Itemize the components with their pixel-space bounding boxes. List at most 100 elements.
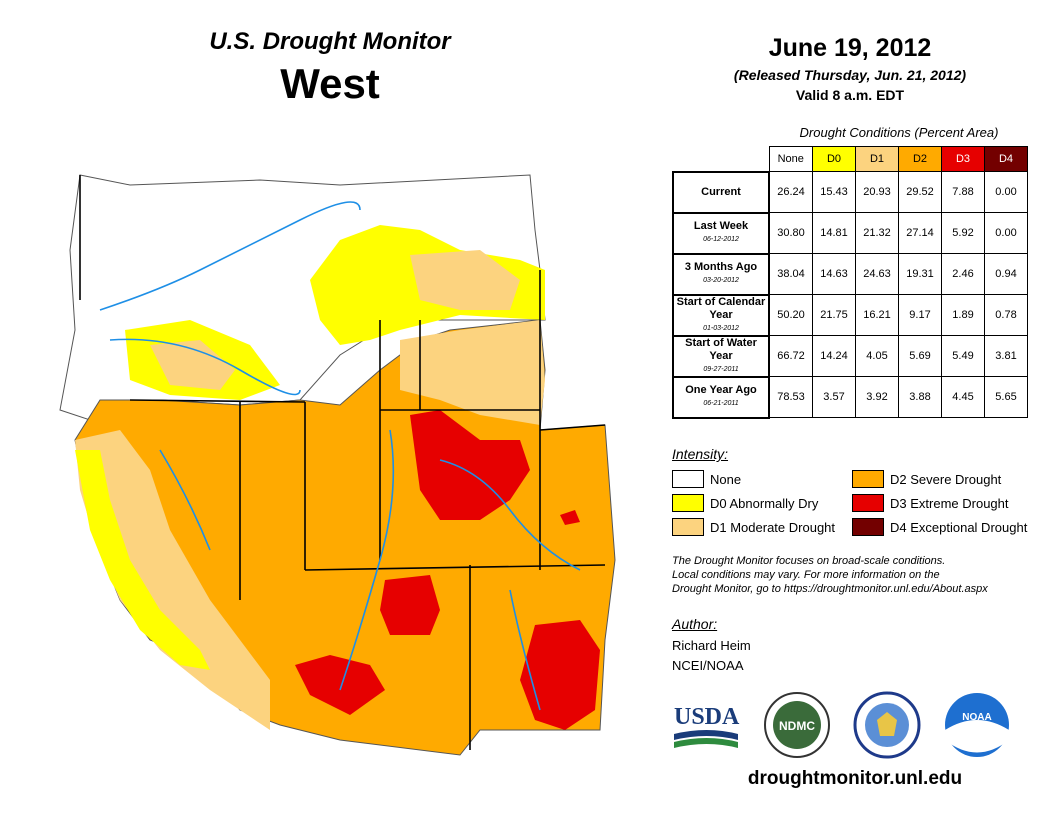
d1-california <box>75 430 270 730</box>
column-none: None <box>768 146 813 172</box>
table-cell: 5.49 <box>941 335 985 377</box>
table-cell: 30.80 <box>768 212 813 254</box>
table-corner <box>673 147 769 172</box>
table-cell: 15.43 <box>812 171 856 213</box>
d1-montana <box>410 250 520 310</box>
table-cell: 27.14 <box>898 212 942 254</box>
table-row: Last Week 06-12-2012 30.80 14.81 21.32 27.14 5… <box>672 211 1028 255</box>
legend-swatch <box>672 494 704 512</box>
row-label: Start of Calendar Year 01-03-2012 <box>672 293 770 337</box>
legend-swatch <box>672 518 704 536</box>
noaa-logo-text: NOAA <box>962 712 991 723</box>
legend-item: D0 Abnormally Dry <box>672 494 818 512</box>
table-cell: 14.81 <box>812 212 856 254</box>
legend-label: None <box>710 471 742 487</box>
row-label-text: One Year Ago <box>685 384 757 396</box>
table-cell: 3.81 <box>984 335 1028 377</box>
row-sublabel: 03-20-2012 <box>703 277 739 284</box>
row-label: Start of Water Year 09-27-2011 <box>672 334 770 378</box>
legend-item: D2 Severe Drought <box>852 470 1001 488</box>
row-sublabel: 01-03-2012 <box>703 324 739 332</box>
noaa-logo: NOAA <box>945 693 1009 757</box>
legend-swatch <box>852 518 884 536</box>
column-d1: D1 <box>855 146 899 172</box>
usda-logo-text: USDA <box>674 704 740 730</box>
table-cell: 14.63 <box>812 253 856 295</box>
table-cell: 5.65 <box>984 376 1028 418</box>
table-row: One Year Ago 06-21-2011 78.53 3.57 3.92 3.88 4… <box>672 375 1028 419</box>
row-label-text: Last Week <box>693 220 749 232</box>
valid-time: Valid 8 a.m. EDT <box>795 87 905 103</box>
column-d0: D0 <box>812 146 856 172</box>
partner-logos: USDA NDMC NOAA <box>674 691 1009 759</box>
note-line-1: The Drought Monitor focuses on broad-sca… <box>672 555 946 567</box>
table-cell: 0.00 <box>984 171 1028 213</box>
table-cell: 19.31 <box>898 253 942 295</box>
table-cell: 20.93 <box>855 171 899 213</box>
column-d3: D3 <box>941 146 985 172</box>
table-cell: 78.53 <box>768 376 813 418</box>
table-cell: 0.78 <box>984 294 1028 336</box>
website-link[interactable]: droughtmonitor.unl.edu <box>747 768 963 789</box>
state-boundaries <box>79 175 606 750</box>
legend-title: Intensity: <box>672 446 729 462</box>
table-row: Start of Calendar Year 01-03-2012 50.20 21.… <box>672 293 1028 337</box>
header-right: June 19, 2012 (Released Thursday, Jun. 2… <box>680 34 1020 103</box>
row-label: 3 Months Ago 03-20-2012 <box>672 252 770 296</box>
legend-label: D0 Abnormally Dry <box>710 495 819 511</box>
row-label: Current <box>672 170 770 214</box>
author-name: Richard Heim <box>672 638 751 653</box>
table-cell: 5.69 <box>898 335 942 377</box>
table-cell: 0.00 <box>984 212 1028 254</box>
table-cell: 16.21 <box>855 294 899 336</box>
column-d2: D2 <box>898 146 942 172</box>
table-cell: 1.89 <box>941 294 985 336</box>
table-cell: 50.20 <box>768 294 813 336</box>
note-line-3: Drought Monitor, go to https://droughtmo… <box>672 583 988 595</box>
table-cell: 0.94 <box>984 253 1028 295</box>
table-cell: 66.72 <box>768 335 813 377</box>
legend-swatch <box>852 470 884 488</box>
commerce-seal-icon <box>853 691 921 759</box>
table-row: Current 26.24 15.43 20.93 29.52 7.88 0.00 <box>672 170 1028 214</box>
table-row: Start of Water Year 09-27-2011 66.72 14.24 4… <box>672 334 1028 378</box>
row-label-text: Current <box>701 185 741 198</box>
release-date: (Released Thursday, Jun. 21, 2012) <box>733 67 967 83</box>
table-cell: 14.24 <box>812 335 856 377</box>
author-org: NCEI/NOAA <box>672 658 744 673</box>
ndmc-logo: NDMC <box>764 692 830 758</box>
header-left: U.S. Drought Monitor West <box>130 28 530 108</box>
row-label-text: 3 Months Ago <box>684 261 758 273</box>
d0-california <box>75 450 210 670</box>
description-note: The Drought Monitor focuses on broad-sca… <box>672 554 1032 596</box>
row-sublabel: 09-27-2011 <box>703 365 739 373</box>
d3-new-mexico <box>520 620 600 730</box>
drought-map <box>59 174 616 756</box>
table-cell: 3.88 <box>898 376 942 418</box>
legend-swatch <box>852 494 884 512</box>
d3-arizona <box>380 575 440 635</box>
rivers <box>99 201 581 711</box>
table-cell: 29.52 <box>898 171 942 213</box>
row-label: One Year Ago 06-21-2011 <box>672 375 770 419</box>
conditions-table: None D0 D1 D2 D3 D4 Current 26.24 15.43 20.… <box>672 146 1028 419</box>
column-d4: D4 <box>984 146 1028 172</box>
table-cell: 2.46 <box>941 253 985 295</box>
table-cell: 21.32 <box>855 212 899 254</box>
table-cell: 3.92 <box>855 376 899 418</box>
table-cell: 7.88 <box>941 171 985 213</box>
d1-oregon <box>150 340 235 390</box>
region-title: West <box>280 60 380 107</box>
map-base <box>59 174 616 756</box>
legend-item: D4 Exceptional Drought <box>852 518 1027 536</box>
table-cell: 9.17 <box>898 294 942 336</box>
legend-item: D3 Extreme Drought <box>852 494 1009 512</box>
legend-label: D3 Extreme Drought <box>890 495 1009 511</box>
table-header-row: None D0 D1 D2 D3 D4 <box>673 146 1028 172</box>
row-label-text: Start of Calendar Year <box>676 295 766 321</box>
map-title: U.S. Drought Monitor <box>209 28 451 55</box>
d3-arizona-south <box>295 655 385 715</box>
table-cell: 21.75 <box>812 294 856 336</box>
d3-kansas <box>560 510 580 525</box>
table-cell: 4.05 <box>855 335 899 377</box>
